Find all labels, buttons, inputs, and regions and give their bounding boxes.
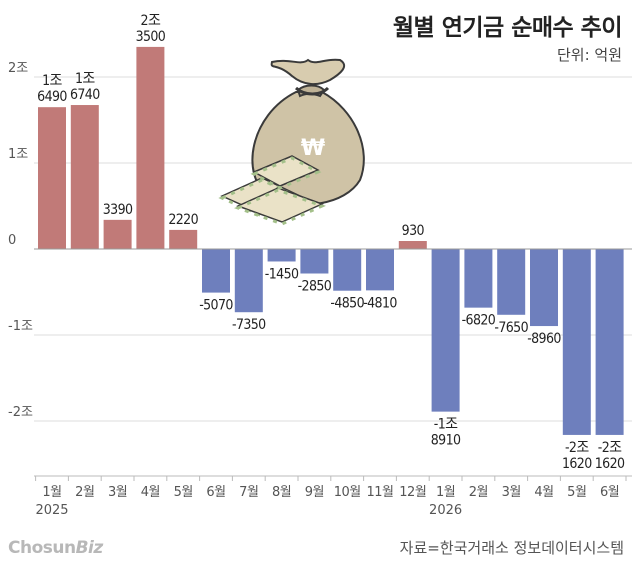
data-label: -8960: [527, 331, 561, 347]
data-label: -1조: [434, 417, 458, 433]
y-tick-label: 0: [8, 233, 16, 248]
y-tick-label: 1조: [8, 147, 28, 162]
x-tick-label: 12월: [399, 485, 426, 500]
bar: [103, 219, 132, 249]
bar: [398, 241, 427, 249]
data-label: 1620: [562, 456, 592, 472]
data-label: -4810: [363, 295, 397, 311]
bar: [595, 249, 624, 435]
bar: [70, 105, 99, 249]
bag-tie: [295, 86, 330, 96]
data-label: -7350: [232, 317, 266, 333]
x-tick-label: 10월: [334, 485, 361, 500]
money-stack: [236, 187, 324, 223]
bar: [169, 229, 198, 249]
money-stack-band: [234, 188, 326, 226]
x-tick-label: 3월: [108, 485, 127, 500]
data-label: 6740: [70, 87, 100, 103]
data-label: -5070: [199, 298, 233, 314]
x-tick-label: 8월: [272, 485, 291, 500]
bag-top: [270, 58, 346, 86]
chart-title: 월별 연기금 순매수 추이: [392, 15, 623, 41]
logo-main-text: Chosun: [8, 538, 76, 558]
logo-sub-text: Biz: [75, 538, 104, 558]
year-label: 2026: [429, 503, 462, 518]
data-label: -2조: [565, 440, 589, 456]
y-tick-label: -2조: [8, 405, 33, 420]
x-tick-label: 5월: [174, 485, 193, 500]
bar: [530, 249, 558, 327]
bar: [431, 249, 460, 412]
data-label: 3500: [136, 29, 166, 45]
x-tick-label: 7월: [239, 485, 258, 500]
money-stack-band: [250, 156, 322, 190]
data-label: 1620: [595, 456, 625, 472]
money-bag-illustration: ₩: [218, 58, 365, 226]
data-label: 1조: [42, 73, 62, 89]
bar: [300, 249, 329, 274]
data-label: -7650: [494, 320, 528, 336]
bar: [267, 249, 296, 262]
data-label: -6820: [462, 313, 496, 329]
bar: [234, 249, 263, 313]
x-tick-label: 2월: [469, 485, 488, 500]
bar: [333, 249, 362, 291]
bar: [136, 46, 165, 250]
won-sign-icon: ₩: [301, 136, 325, 161]
x-tick-label: 9월: [305, 485, 324, 500]
x-tick-label: 4월: [534, 485, 553, 500]
bar: [497, 249, 526, 315]
data-label: 2조: [141, 13, 161, 29]
year-label: 2025: [35, 503, 68, 518]
publisher-logo: ChosunBiz: [8, 538, 103, 558]
data-label: -2850: [298, 279, 332, 295]
data-label: 930: [402, 223, 425, 239]
x-tick-label: 11월: [366, 485, 393, 500]
y-tick-label: 2조: [8, 61, 28, 76]
data-label: 1조: [75, 71, 95, 87]
unit-label: 단위: 억원: [556, 46, 622, 64]
bar: [562, 249, 591, 435]
x-tick-label: 1월: [436, 485, 455, 500]
x-tick-label: 3월: [502, 485, 521, 500]
data-label: 2220: [168, 212, 198, 228]
bar: [38, 107, 66, 249]
source-note: 자료=한국거래소 정보데이터시스템: [399, 539, 624, 557]
data-label: -4850: [330, 296, 364, 312]
x-tick-label: 4월: [141, 485, 160, 500]
x-tick-label: 5월: [567, 485, 586, 500]
data-label: 8910: [431, 433, 461, 449]
bar: [202, 249, 230, 293]
y-tick-label: -1조: [8, 319, 33, 334]
x-tick-label: 6월: [600, 485, 619, 500]
bar: [464, 249, 493, 308]
data-label: 3390: [103, 202, 133, 218]
data-label: 6490: [37, 89, 67, 105]
data-label: -1450: [265, 266, 299, 282]
x-tick-label: 6월: [206, 485, 225, 500]
x-tick-label: 2월: [75, 485, 94, 500]
bar: [366, 249, 394, 291]
data-label: -2조: [598, 440, 622, 456]
x-tick-label: 1월: [42, 485, 61, 500]
